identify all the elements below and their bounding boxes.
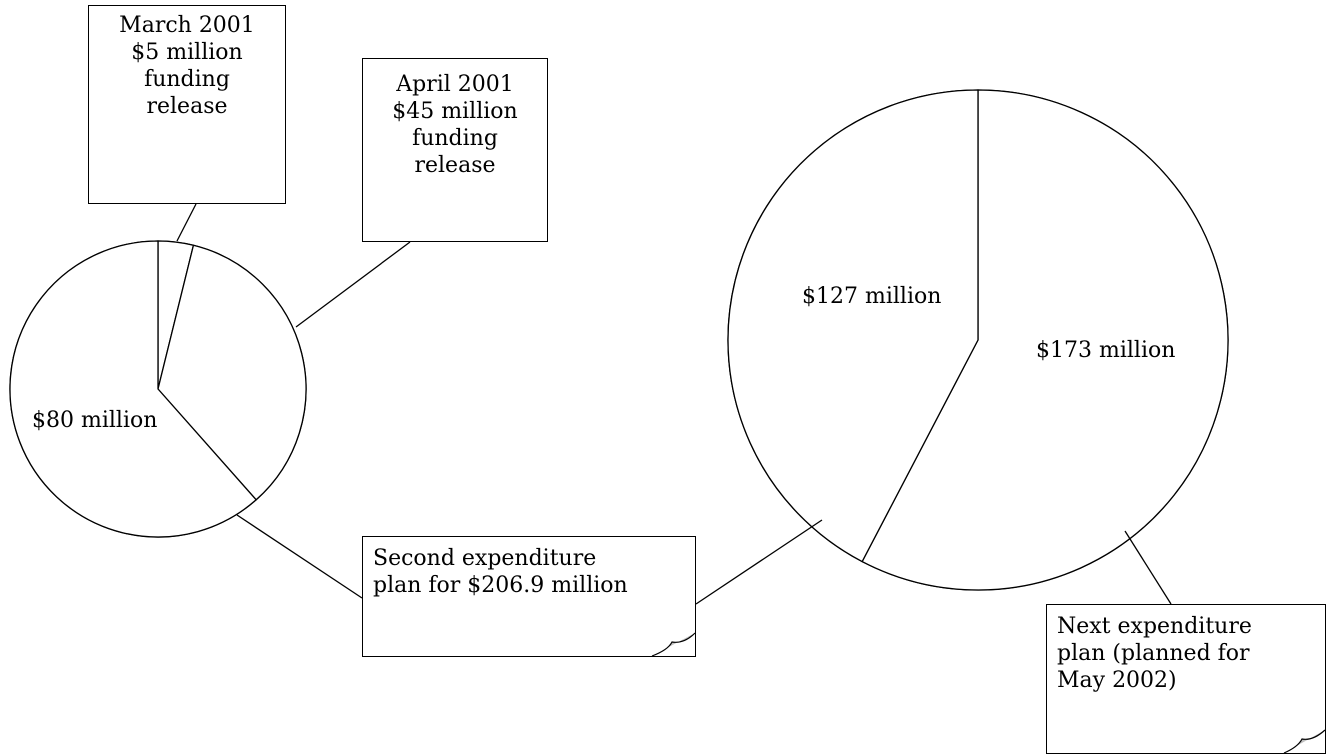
- callout-second-expenditure-plan: Second expenditure plan for $206.9 milli…: [362, 536, 696, 657]
- large-pie-chart: [727, 89, 1229, 591]
- large-pie-slice-2: [727, 89, 979, 563]
- callout-second-line: plan for $206.9 million: [373, 573, 628, 598]
- slice-label-173-million: $173 million: [1036, 338, 1176, 363]
- callout-march-line: funding: [144, 67, 230, 92]
- connector-big-to-next: [1124, 530, 1172, 605]
- connector-second-to-big: [695, 519, 823, 605]
- callout-april-2001: April 2001 $45 million funding release: [362, 58, 548, 242]
- callout-april-line: $45 million: [392, 99, 518, 124]
- callout-march-2001: March 2001 $5 million funding release: [88, 5, 286, 204]
- callout-march-line: $5 million: [131, 40, 243, 65]
- callout-second-line: Second expenditure: [373, 546, 597, 571]
- callout-april-line: release: [414, 153, 496, 178]
- small-pie-slice-3: [9, 240, 258, 538]
- slice-label-127-million: $127 million: [802, 284, 942, 309]
- connector-march: [176, 203, 197, 242]
- callout-april-line: funding: [412, 126, 498, 151]
- callout-next-line: plan (planned for: [1057, 641, 1250, 666]
- callout-march-line: March 2001: [119, 13, 255, 38]
- slice-label-80-million: $80 million: [32, 408, 158, 433]
- page-fold-icon: [650, 632, 696, 657]
- page-fold-icon: [1282, 729, 1326, 754]
- callout-next-expenditure-plan: Next expenditure plan (planned for May 2…: [1046, 604, 1326, 754]
- connector-april: [295, 241, 411, 328]
- large-pie-slice-1: [861, 89, 1229, 591]
- small-pie-chart: [9, 240, 307, 538]
- callout-march-line: release: [146, 94, 228, 119]
- small-pie-slice-2: [157, 244, 307, 501]
- callout-next-line: Next expenditure: [1057, 614, 1252, 639]
- callout-april-line: April 2001: [396, 72, 514, 97]
- connector-small-to-second: [236, 514, 363, 599]
- callout-next-line: May 2002): [1057, 668, 1177, 693]
